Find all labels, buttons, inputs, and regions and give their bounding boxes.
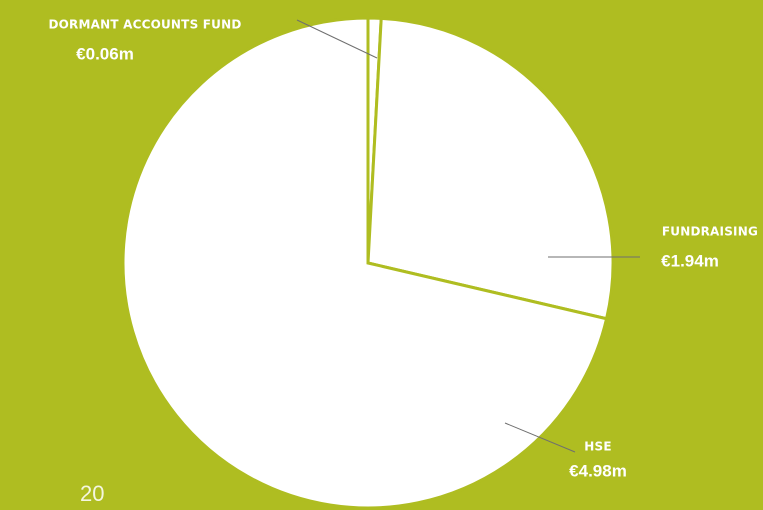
- pie-slice: [121, 16, 609, 510]
- leader-line: [504, 422, 576, 453]
- value-label: €1.94m: [661, 251, 719, 270]
- pie-slice: [366, 16, 615, 321]
- page-number: 20: [80, 481, 104, 506]
- value-label: €4.98m: [569, 461, 627, 480]
- leader-line: [296, 19, 378, 59]
- category-label: DORMANT ACCOUNTS FUND: [48, 18, 241, 32]
- category-label: FUNDRAISING: [662, 225, 758, 239]
- labels: DORMANT ACCOUNTS FUND €0.06m FUNDRAISING €1…: [48, 18, 758, 481]
- category-label: HSE: [584, 440, 611, 454]
- slices: [121, 16, 615, 510]
- value-label: €0.06m: [76, 44, 134, 63]
